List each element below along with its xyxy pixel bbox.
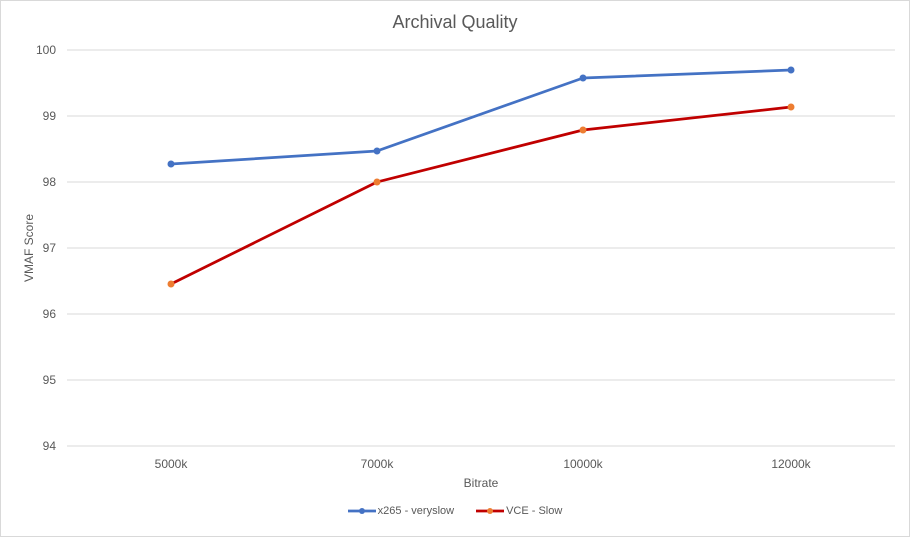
data-point (787, 103, 795, 111)
y-tick: 99 (43, 109, 57, 123)
x-tick: 10000k (563, 457, 603, 471)
series-x265-veryslow (167, 66, 795, 168)
data-point (787, 66, 795, 74)
y-tick: 98 (43, 175, 57, 189)
x-axis: 5000k 7000k 10000k 12000k (155, 457, 812, 471)
data-point (167, 280, 175, 288)
legend: x265 - veryslow VCE - Slow (0, 505, 910, 517)
y-tick: 97 (43, 241, 57, 255)
data-point (373, 147, 381, 155)
x-tick: 5000k (155, 457, 189, 471)
gridlines (67, 49, 895, 447)
legend-line-marker-icon (347, 508, 376, 514)
data-point (579, 126, 587, 134)
legend-item-vce: VCE - Slow (476, 505, 562, 517)
x-tick: 12000k (771, 457, 811, 471)
y-axis-title: VMAF Score (22, 214, 36, 282)
y-axis: 100 99 98 97 96 95 94 (36, 43, 56, 453)
legend-line-marker-icon (476, 508, 505, 514)
data-point (579, 74, 587, 82)
legend-item-x265: x265 - veryslow (347, 505, 455, 517)
chart-title: Archival Quality (392, 12, 518, 32)
data-point (167, 160, 175, 168)
y-tick: 96 (43, 307, 57, 321)
series-vce-slow (167, 103, 795, 288)
x-tick: 7000k (361, 457, 395, 471)
x-axis-title: Bitrate (464, 476, 499, 490)
legend-label: x265 - veryslow (377, 505, 455, 517)
y-tick: 95 (43, 373, 57, 387)
legend-label: VCE - Slow (506, 505, 563, 517)
y-tick: 94 (43, 439, 57, 453)
y-tick: 100 (36, 43, 56, 57)
data-point (373, 178, 381, 186)
